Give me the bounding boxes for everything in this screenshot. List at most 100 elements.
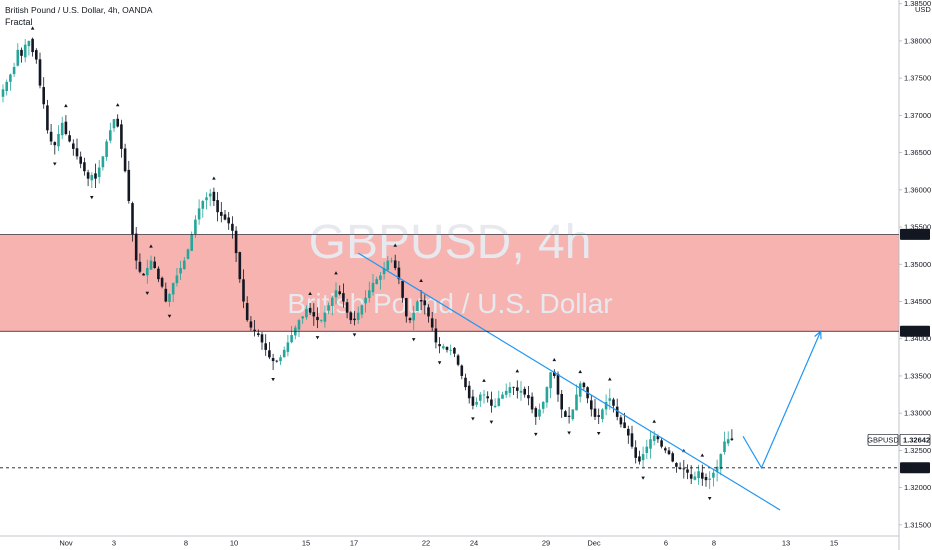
candle-body bbox=[701, 472, 704, 479]
candle-body bbox=[442, 346, 445, 349]
candle-body bbox=[197, 208, 201, 220]
candle-body bbox=[619, 417, 623, 425]
candle-body bbox=[634, 447, 637, 458]
candle-body bbox=[249, 321, 253, 328]
y-tick-label: 1.36000 bbox=[904, 185, 931, 194]
candle-body bbox=[353, 318, 356, 321]
fractal-down-marker bbox=[641, 476, 645, 480]
y-tick-label: 1.38500 bbox=[904, 0, 931, 8]
candle-body bbox=[94, 173, 97, 179]
candle-body bbox=[68, 135, 71, 142]
candle-body bbox=[86, 172, 90, 179]
price-tag bbox=[900, 462, 930, 474]
fractal-down-marker bbox=[315, 336, 320, 340]
candle-body bbox=[345, 302, 349, 313]
candle-body bbox=[127, 169, 131, 201]
candle-body bbox=[712, 472, 715, 478]
candle-body bbox=[393, 260, 397, 268]
candle-body bbox=[601, 409, 604, 420]
candle-body bbox=[408, 318, 412, 321]
candle-body bbox=[508, 387, 512, 393]
candle-body bbox=[308, 307, 312, 313]
y-tick-label: 1.37500 bbox=[904, 74, 931, 83]
fractal-down-marker bbox=[271, 378, 275, 382]
candle-body bbox=[194, 219, 197, 235]
candle-body bbox=[623, 422, 626, 429]
candle-body bbox=[379, 275, 382, 280]
y-tick-label: 1.38000 bbox=[904, 36, 931, 45]
candle-body bbox=[101, 156, 105, 168]
candle-body bbox=[164, 288, 168, 302]
candle-body bbox=[482, 394, 486, 396]
x-tick-label: Nov bbox=[59, 539, 73, 548]
candle-body bbox=[212, 191, 216, 201]
candle-body bbox=[523, 388, 526, 395]
candle-body bbox=[179, 268, 182, 274]
candle-body bbox=[138, 261, 142, 272]
candle-body bbox=[142, 273, 145, 276]
candle-body bbox=[449, 349, 452, 351]
candle-body bbox=[238, 252, 242, 280]
candle-body bbox=[319, 320, 323, 321]
candle-body bbox=[375, 279, 378, 285]
trendline[interactable] bbox=[357, 252, 781, 511]
candle-body bbox=[467, 385, 471, 399]
candle-body bbox=[342, 293, 345, 302]
x-tick-label: 24 bbox=[470, 539, 478, 548]
candle-body bbox=[534, 408, 538, 417]
x-tick-label: 17 bbox=[350, 539, 358, 548]
candle-body bbox=[323, 312, 327, 322]
y-tick-label: 1.35000 bbox=[904, 260, 931, 269]
candle-body bbox=[430, 318, 434, 328]
fractal-down-marker bbox=[567, 431, 571, 435]
candle-body bbox=[160, 277, 164, 287]
fractal-up-marker bbox=[212, 176, 216, 180]
candle-body bbox=[416, 301, 419, 311]
candle-body bbox=[438, 344, 441, 347]
candle-body bbox=[112, 119, 116, 129]
indicator-label[interactable]: Fractal bbox=[5, 17, 33, 27]
candle-body bbox=[615, 406, 619, 417]
candle-body bbox=[604, 402, 608, 410]
candle-body bbox=[512, 386, 515, 388]
candle-body bbox=[671, 453, 674, 462]
candle-body bbox=[493, 405, 497, 408]
candle-body bbox=[349, 312, 353, 321]
candle-body bbox=[223, 214, 227, 220]
candle-body bbox=[201, 201, 205, 209]
candle-body bbox=[434, 328, 438, 343]
candle-body bbox=[42, 87, 45, 105]
candle-body bbox=[423, 300, 427, 306]
candle-body bbox=[123, 148, 127, 172]
candle-body bbox=[612, 399, 615, 406]
candle-body bbox=[678, 467, 682, 469]
candle-body bbox=[27, 40, 31, 47]
candle-body bbox=[53, 142, 57, 146]
x-tick-label: 8 bbox=[712, 539, 716, 548]
candle-body bbox=[20, 49, 23, 56]
candle-body bbox=[545, 387, 549, 403]
projection-arrow[interactable] bbox=[742, 331, 822, 470]
fractal-up-marker bbox=[652, 419, 656, 423]
candle-body bbox=[60, 122, 64, 136]
candle-body bbox=[46, 105, 49, 131]
watermark-symbol: GBPUSD, 4h bbox=[309, 216, 592, 269]
candle-body bbox=[726, 439, 730, 444]
x-tick-label: 15 bbox=[302, 539, 310, 548]
candle-body bbox=[652, 435, 656, 441]
candle-body bbox=[697, 471, 700, 479]
candle-body bbox=[627, 428, 630, 436]
candle-body bbox=[268, 350, 271, 358]
candle-body bbox=[64, 121, 68, 134]
candle-body bbox=[205, 197, 208, 201]
candle-body bbox=[479, 394, 482, 401]
resistance-zone[interactable] bbox=[0, 234, 899, 332]
candle-body bbox=[689, 474, 693, 479]
candle-body bbox=[49, 131, 53, 142]
fractal-down-marker bbox=[53, 162, 57, 166]
candle-body bbox=[538, 409, 541, 417]
candle-body bbox=[516, 387, 519, 391]
candle-body bbox=[519, 390, 523, 393]
candle-body bbox=[715, 466, 719, 472]
